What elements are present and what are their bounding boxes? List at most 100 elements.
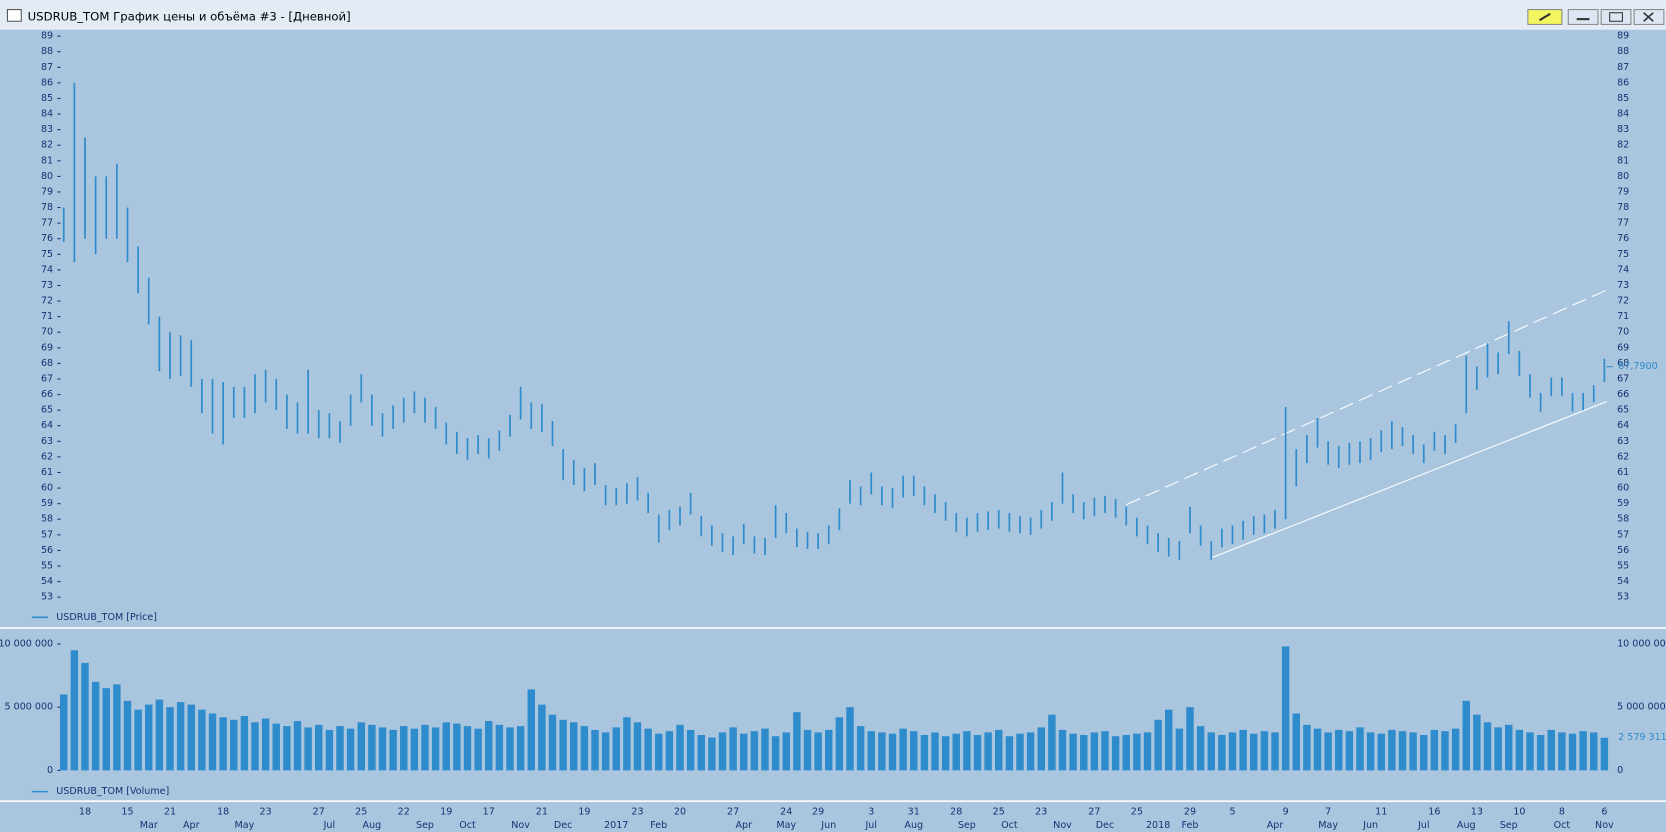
x-day-label: 18 <box>79 806 91 817</box>
y-tick-label-left: 86 <box>41 77 53 88</box>
volume-bar <box>1080 734 1088 771</box>
y-tick-label-right: 87 <box>1617 62 1629 73</box>
y-tick-label-right: 58 <box>1617 514 1629 525</box>
x-month-label: Oct <box>1001 820 1018 831</box>
volume-bar <box>718 732 727 771</box>
x-day-label: 23 <box>1035 806 1047 817</box>
x-day-label: 31 <box>908 806 920 817</box>
volume-bar <box>1473 714 1481 771</box>
volume-bar <box>102 688 110 771</box>
x-day-label: 19 <box>578 806 590 817</box>
volume-bar <box>941 736 950 771</box>
volume-bar <box>1058 729 1067 771</box>
x-day-label: 28 <box>950 806 962 817</box>
volume-bar <box>1409 732 1417 771</box>
x-month-label: Aug <box>1457 820 1476 831</box>
volume-bar <box>1366 732 1375 771</box>
x-day-label: 29 <box>1184 806 1196 817</box>
y-tick-label-left: 65 <box>41 405 53 416</box>
volume-bar <box>1505 724 1513 771</box>
volume-bar <box>1143 732 1152 771</box>
x-day-label: 3 <box>868 806 874 817</box>
volume-bar <box>580 726 589 771</box>
volume-bar <box>740 733 748 771</box>
volume-bar <box>1536 734 1545 771</box>
volume-bar <box>665 731 674 771</box>
volume-bar <box>251 722 259 771</box>
volume-bar <box>70 650 79 771</box>
volume-bar <box>623 717 631 771</box>
volume-bar <box>1154 719 1162 771</box>
volume-bar <box>814 732 822 771</box>
minimize-button[interactable] <box>1567 9 1599 25</box>
y-tick-label-right: 70 <box>1617 327 1629 338</box>
volume-bar <box>431 727 440 771</box>
y-tick-label-left: 55 <box>41 561 53 572</box>
volume-bar <box>1303 724 1311 771</box>
x-day-label: 29 <box>812 806 824 817</box>
volume-bar <box>708 737 716 771</box>
last-price-label: 67,7900 <box>1618 361 1657 372</box>
x-month-label: Jun <box>820 820 836 831</box>
x-month-label: Nov <box>511 820 530 831</box>
y-tick-label-right: 62 <box>1617 451 1629 462</box>
y-tick-label-right: 76 <box>1617 233 1629 244</box>
volume-bar <box>187 704 195 771</box>
y-tick-label-right: 77 <box>1617 218 1629 229</box>
volume-bar <box>1345 731 1354 771</box>
x-day-label: 21 <box>536 806 548 817</box>
x-day-label: 18 <box>217 806 229 817</box>
volume-bar <box>166 707 174 771</box>
volume-bar <box>1111 736 1120 771</box>
y-tick-label-right: 5 000 000 <box>1617 702 1666 713</box>
legend-label: USDRUB_TOM [Price] <box>56 612 157 623</box>
y-tick-label-left: 88 <box>41 46 53 57</box>
volume-bar <box>867 731 875 771</box>
volume-bar <box>888 733 897 771</box>
volume-bar <box>463 726 472 771</box>
x-day-label: 11 <box>1375 806 1387 817</box>
volume-bar <box>1335 729 1343 771</box>
x-month-label: Sep <box>416 820 434 831</box>
y-tick-label-right: 81 <box>1617 155 1629 166</box>
x-day-label: 6 <box>1601 806 1607 817</box>
x-day-label: 7 <box>1325 806 1331 817</box>
volume-bar <box>995 729 1003 771</box>
volume-bar <box>1526 732 1534 771</box>
y-tick-label-right: 71 <box>1617 311 1629 322</box>
volume-bar <box>410 728 419 771</box>
volume-bar <box>1600 737 1609 771</box>
volume-bar <box>506 727 514 771</box>
volume-bar <box>1494 727 1502 771</box>
volume-bar <box>1420 734 1428 771</box>
y-tick-label-left: 84 <box>41 109 53 120</box>
volume-bar <box>1377 733 1385 771</box>
volume-bar <box>219 717 227 771</box>
volume-bar <box>1207 732 1215 771</box>
volume-bar <box>304 727 312 771</box>
y-tick-label-left: 77 <box>41 218 53 229</box>
y-tick-label-right: 74 <box>1617 264 1629 275</box>
volume-bar <box>1122 734 1130 771</box>
volume-bar <box>1356 727 1364 771</box>
y-tick-label-right: 86 <box>1617 77 1629 88</box>
maximize-button[interactable] <box>1600 9 1632 25</box>
y-tick-label-left: 85 <box>41 93 53 104</box>
y-tick-label-right: 83 <box>1617 124 1629 135</box>
y-tick-label-right: 67 <box>1617 373 1629 384</box>
y-tick-label-left: 76 <box>41 233 53 244</box>
maximize-icon <box>1609 12 1623 22</box>
x-day-label: 13 <box>1471 806 1483 817</box>
volume-bar <box>548 714 557 771</box>
volume-bar <box>368 724 376 771</box>
volume-bar <box>697 734 705 771</box>
volume-bar <box>655 733 663 771</box>
volume-bar <box>1026 732 1035 771</box>
volume-bar <box>538 704 546 771</box>
y-tick-label-left: 0 <box>47 765 53 776</box>
x-day-label: 20 <box>674 806 686 817</box>
channel-upper-line <box>1126 289 1607 506</box>
y-tick-label-right: 84 <box>1617 109 1629 120</box>
